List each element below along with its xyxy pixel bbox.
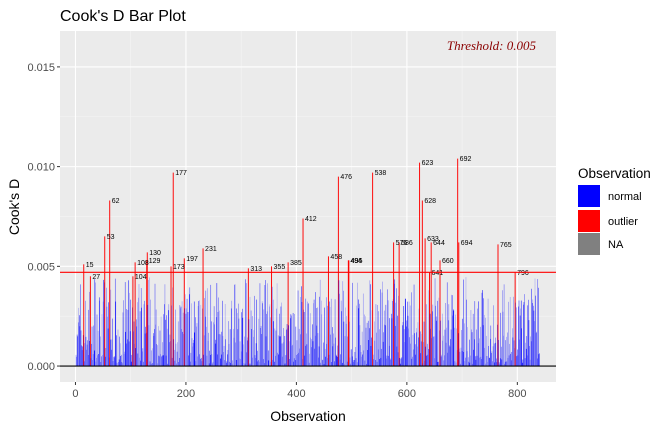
legend: Observation normal outlier NA [578,166,651,255]
outlier-label: 641 [432,270,444,277]
outlier-label: 494 [350,258,362,265]
outlier-label: 108 [137,260,149,267]
outlier-label: 644 [433,240,445,247]
outlier-label: 495 [351,258,363,265]
outlier-label: 15 [86,262,94,269]
legend-label-outlier: outlier [608,216,638,228]
outlier-label: 586 [401,240,413,247]
legend-label-na: NA [608,239,624,251]
legend-swatch-na [578,233,600,255]
outlier-label: 692 [460,156,472,163]
outlier-label: 62 [112,198,120,205]
outlier-label: 694 [461,240,473,247]
x-tick-label: 400 [287,388,305,400]
outlier-label: 197 [186,256,198,263]
outlier-label: 538 [375,170,387,177]
outlier-label: 765 [500,242,512,249]
legend-swatch-outlier [578,210,600,232]
outlier-label: 633 [427,236,439,243]
x-axis-ticks: 0 200 400 600 800 [72,382,527,400]
outlier-label: 104 [135,274,147,281]
outlier-label: 628 [424,198,436,205]
outlier-label: 576 [396,240,408,247]
outlier-label: 27 [92,274,100,281]
outlier-label: 129 [149,258,161,265]
outlier-label: 796 [517,270,529,277]
x-tick-label: 800 [508,388,526,400]
x-tick-label: 600 [398,388,416,400]
x-axis-label: Observation [270,408,345,424]
outlier-label: 53 [107,234,115,241]
x-tick-label: 200 [177,388,195,400]
y-tick-label: 0.005 [27,261,55,273]
outlier-label: 458 [330,254,342,261]
y-tick-label: 0.010 [27,162,55,174]
x-tick-label: 0 [72,388,78,400]
y-tick-label: 0.015 [27,62,55,74]
legend-title: Observation [578,166,651,181]
outlier-label: 385 [290,260,302,267]
outlier-label: 623 [422,160,434,167]
legend-label-normal: normal [608,191,642,203]
y-axis-label: Cook's D [6,179,22,235]
outlier-label: 231 [205,246,217,253]
threshold-label: Threshold: 0.005 [447,38,537,53]
outlier-label: 173 [173,264,185,271]
y-tick-label: 0.000 [27,361,55,373]
outlier-label: 177 [175,170,187,177]
legend-swatch-normal [578,185,600,207]
outlier-label: 476 [340,174,352,181]
outlier-label: 660 [442,258,454,265]
outlier-label: 313 [250,266,262,273]
outlier-label: 412 [305,216,317,223]
chart-title: Cook's D Bar Plot [60,8,186,25]
minor-gridlines [60,31,556,382]
bars [75,158,540,367]
outlier-label: 130 [149,250,161,257]
y-axis-ticks: 0.000 0.005 0.010 0.015 [27,62,60,373]
outlier-label: 355 [274,264,286,271]
